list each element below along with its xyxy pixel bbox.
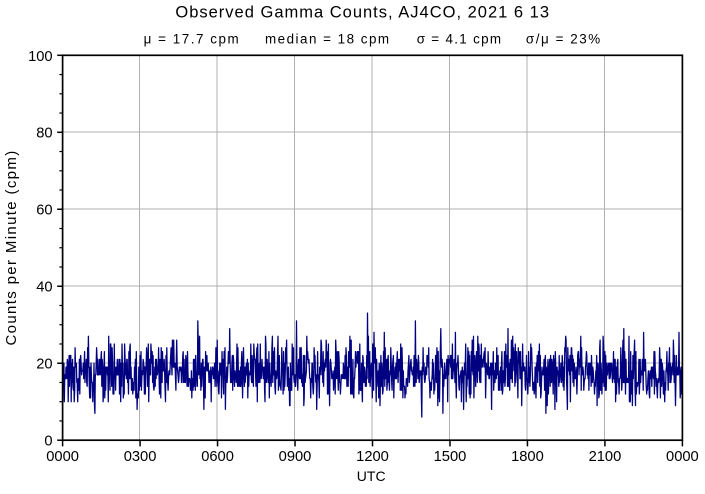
svg-text:1800: 1800 <box>511 449 544 465</box>
svg-text:20: 20 <box>36 357 52 373</box>
svg-text:40: 40 <box>36 280 52 296</box>
svg-text:1500: 1500 <box>434 449 467 465</box>
svg-text:2100: 2100 <box>589 449 622 465</box>
svg-text:UTC: UTC <box>357 468 386 484</box>
svg-text:60: 60 <box>36 203 52 219</box>
svg-text:0: 0 <box>44 434 52 450</box>
svg-text:μ = 17.7 cpm: μ = 17.7 cpm <box>144 32 241 47</box>
svg-text:80: 80 <box>36 126 52 142</box>
svg-text:σ = 4.1 cpm: σ = 4.1 cpm <box>417 32 503 47</box>
svg-text:0900: 0900 <box>279 449 312 465</box>
svg-text:0600: 0600 <box>201 449 234 465</box>
svg-text:Observed Gamma Counts, AJ4CO,: Observed Gamma Counts, AJ4CO, 2021 6 13 <box>175 4 550 22</box>
svg-text:0000: 0000 <box>666 449 699 465</box>
svg-text:100: 100 <box>28 49 53 65</box>
svg-text:σ/μ = 23%: σ/μ = 23% <box>526 32 602 47</box>
svg-text:1200: 1200 <box>356 449 389 465</box>
svg-text:0300: 0300 <box>124 449 157 465</box>
svg-text:Counts per Minute (cpm): Counts per Minute (cpm) <box>3 149 20 345</box>
svg-text:median = 18 cpm: median = 18 cpm <box>265 32 391 47</box>
svg-text:0000: 0000 <box>46 449 79 465</box>
